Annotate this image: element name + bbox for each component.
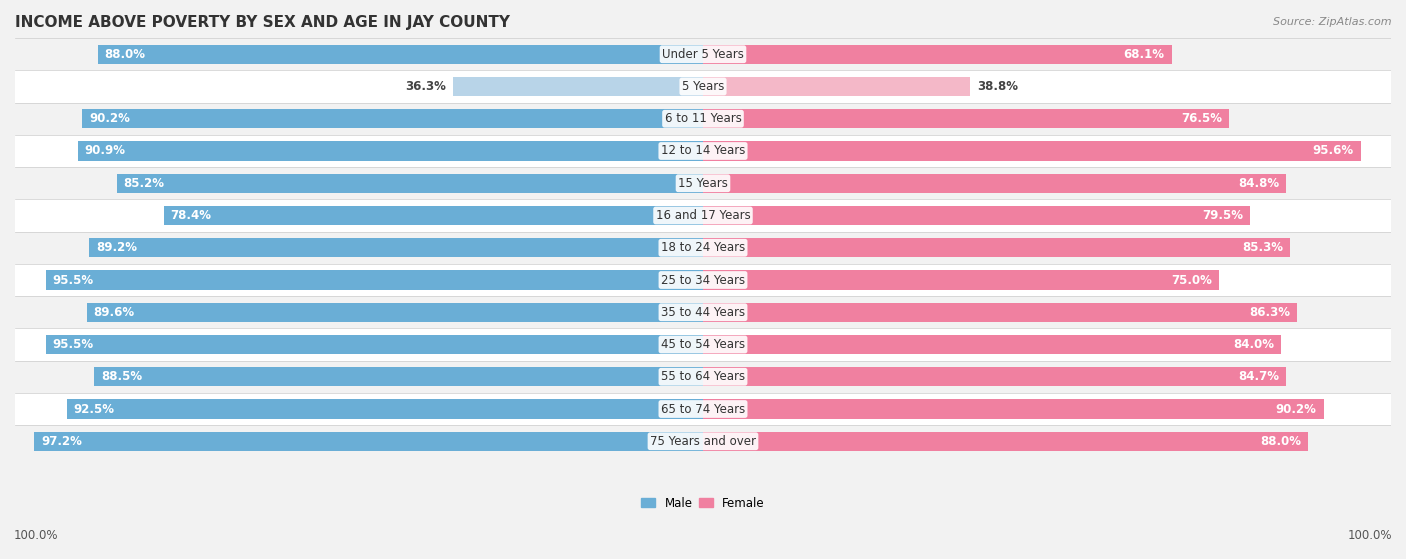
Text: 92.5%: 92.5% [73,402,114,415]
Text: 75 Years and over: 75 Years and over [650,435,756,448]
Bar [15,264,1391,296]
Text: 16 and 17 Years: 16 and 17 Years [655,209,751,222]
Bar [46,271,703,290]
Text: 12 to 14 Years: 12 to 14 Years [661,144,745,158]
Bar [97,45,703,64]
Text: 15 Years: 15 Years [678,177,728,190]
Text: 18 to 24 Years: 18 to 24 Years [661,241,745,254]
Text: 95.5%: 95.5% [53,338,94,351]
Bar [703,432,1309,451]
Text: Source: ZipAtlas.com: Source: ZipAtlas.com [1274,17,1392,27]
Text: 65 to 74 Years: 65 to 74 Years [661,402,745,415]
Text: 84.8%: 84.8% [1239,177,1279,190]
Bar [15,70,1391,103]
Bar [15,38,1391,70]
Text: 95.5%: 95.5% [53,273,94,287]
Text: 90.2%: 90.2% [1275,402,1316,415]
Bar [15,200,1391,231]
Bar [703,206,1250,225]
Bar [15,361,1391,393]
Text: 88.5%: 88.5% [101,370,142,383]
Bar [703,367,1285,386]
Text: 76.5%: 76.5% [1181,112,1222,125]
Text: 88.0%: 88.0% [104,48,145,61]
Bar [15,135,1391,167]
Text: Under 5 Years: Under 5 Years [662,48,744,61]
Bar [15,167,1391,200]
Bar [15,231,1391,264]
Text: 45 to 54 Years: 45 to 54 Years [661,338,745,351]
Text: 35 to 44 Years: 35 to 44 Years [661,306,745,319]
Text: 90.2%: 90.2% [90,112,131,125]
Bar [703,174,1286,193]
Text: 6 to 11 Years: 6 to 11 Years [665,112,741,125]
Text: 86.3%: 86.3% [1249,306,1289,319]
Bar [117,174,703,193]
Text: 68.1%: 68.1% [1123,48,1164,61]
Text: 89.6%: 89.6% [93,306,135,319]
Bar [703,399,1323,419]
Bar [94,367,703,386]
Text: 38.8%: 38.8% [977,80,1018,93]
Bar [453,77,703,96]
Text: 88.0%: 88.0% [1261,435,1302,448]
Bar [703,271,1219,290]
Bar [703,238,1289,258]
Bar [15,393,1391,425]
Bar [15,103,1391,135]
Text: 55 to 64 Years: 55 to 64 Years [661,370,745,383]
Text: 5 Years: 5 Years [682,80,724,93]
Text: 84.0%: 84.0% [1233,338,1274,351]
Bar [83,109,703,129]
Text: INCOME ABOVE POVERTY BY SEX AND AGE IN JAY COUNTY: INCOME ABOVE POVERTY BY SEX AND AGE IN J… [15,15,510,30]
Bar [703,141,1361,160]
Bar [15,425,1391,457]
Text: 25 to 34 Years: 25 to 34 Years [661,273,745,287]
Bar [87,302,703,322]
Bar [66,399,703,419]
Legend: Male, Female: Male, Female [637,492,769,514]
Bar [163,206,703,225]
Text: 85.2%: 85.2% [124,177,165,190]
Text: 100.0%: 100.0% [14,529,59,542]
Bar [15,328,1391,361]
Text: 75.0%: 75.0% [1171,273,1212,287]
Text: 79.5%: 79.5% [1202,209,1243,222]
Bar [703,109,1229,129]
Text: 100.0%: 100.0% [1347,529,1392,542]
Bar [703,335,1281,354]
Text: 89.2%: 89.2% [96,241,138,254]
Text: 36.3%: 36.3% [405,80,446,93]
Text: 90.9%: 90.9% [84,144,125,158]
Text: 97.2%: 97.2% [41,435,82,448]
Bar [703,45,1171,64]
Bar [90,238,703,258]
Bar [34,432,703,451]
Bar [46,335,703,354]
Bar [703,302,1296,322]
Text: 84.7%: 84.7% [1237,370,1279,383]
Text: 78.4%: 78.4% [170,209,211,222]
Bar [703,77,970,96]
Bar [77,141,703,160]
Text: 85.3%: 85.3% [1241,241,1284,254]
Bar [15,296,1391,328]
Text: 95.6%: 95.6% [1313,144,1354,158]
